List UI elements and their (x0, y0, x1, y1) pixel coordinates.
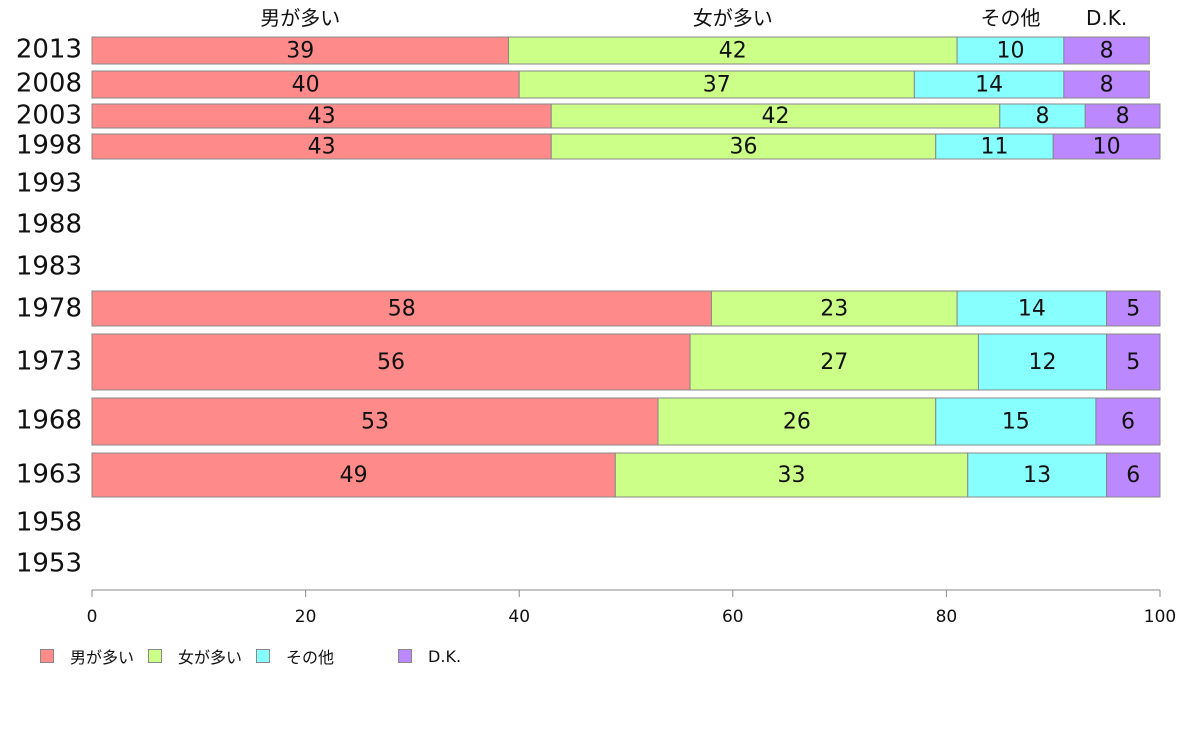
legend-label-men: 男が多い (70, 648, 135, 667)
legend-swatch-men (40, 649, 54, 663)
legend-item-other: その他 (256, 644, 384, 668)
data-label-1998-2: 11 (980, 135, 1008, 160)
data-label-1998-0: 43 (308, 135, 336, 160)
category-label-1983: 1983 (16, 252, 82, 282)
legend-label-other: その他 (286, 648, 335, 667)
bar-1978-1 (710, 290, 958, 327)
bar-1973-2 (977, 333, 1108, 391)
category-label-1968: 1968 (16, 406, 82, 436)
data-label-1998-1: 36 (729, 135, 757, 160)
legend-item-dk: D.K. (398, 647, 461, 666)
data-label-2013-0: 39 (286, 39, 314, 64)
category-label-1973: 1973 (16, 347, 82, 377)
data-label-1968-2: 15 (1002, 410, 1030, 435)
bar-1973-1 (689, 333, 979, 391)
data-label-2013-2: 10 (996, 39, 1024, 64)
x-tick-label-60: 60 (722, 607, 744, 627)
bar-1978-3 (1106, 290, 1161, 327)
bar-1963-2 (967, 452, 1108, 498)
data-label-1978-3: 5 (1126, 297, 1140, 322)
legend-swatch-other (256, 649, 271, 663)
data-label-2013-3: 8 (1100, 39, 1114, 64)
bar-2008-3 (1063, 70, 1150, 99)
category-label-1978: 1978 (16, 294, 82, 324)
category-label-1953: 1953 (16, 549, 82, 579)
data-label-1968-0: 53 (361, 410, 389, 435)
category-label-1993: 1993 (16, 169, 82, 199)
data-label-1963-1: 33 (778, 463, 806, 488)
data-label-1973-0: 56 (377, 350, 405, 375)
bar-1968-2 (935, 397, 1097, 446)
data-label-2003-0: 43 (308, 104, 336, 129)
category-label-1998: 1998 (16, 131, 82, 161)
category-label-1988: 1988 (16, 210, 82, 240)
category-label-2003: 2003 (16, 101, 82, 131)
legend-swatch-dk (398, 649, 413, 663)
bar-1963-0 (91, 452, 616, 498)
bar-1998-1 (550, 133, 937, 160)
bar-2013-1 (508, 36, 958, 65)
data-label-2008-3: 8 (1100, 73, 1114, 98)
legend-item-women: 女が多い (148, 644, 242, 668)
data-label-1963-2: 13 (1023, 463, 1051, 488)
bar-1978-0 (91, 290, 712, 327)
bar-2013-2 (956, 36, 1065, 65)
legend-label-women: 女が多い (178, 648, 243, 667)
data-label-2013-1: 42 (719, 39, 747, 64)
data-label-1978-2: 14 (1018, 297, 1046, 322)
data-label-2003-3: 8 (1116, 104, 1130, 129)
data-label-2008-0: 40 (292, 73, 320, 98)
data-label-2003-1: 42 (762, 104, 790, 129)
header-label-2: その他 (980, 6, 1040, 30)
data-label-1978-1: 23 (820, 297, 848, 322)
bar-1973-0 (91, 333, 691, 391)
legend-swatch-women (148, 649, 163, 663)
bar-1968-3 (1095, 397, 1161, 446)
category-label-1958: 1958 (16, 508, 82, 538)
bar-2003-0 (91, 103, 552, 129)
bar-1968-0 (91, 397, 659, 446)
bar-1973-3 (1106, 333, 1161, 391)
header-label-3: D.K. (1086, 6, 1127, 30)
x-tick-label-0: 0 (87, 607, 98, 627)
category-label-1963: 1963 (16, 460, 82, 490)
bar-2008-2 (913, 70, 1065, 99)
data-label-2008-2: 14 (975, 73, 1003, 98)
bar-2013-3 (1063, 36, 1150, 65)
data-label-1968-1: 26 (783, 410, 811, 435)
data-label-2003-2: 8 (1036, 104, 1050, 129)
data-label-1968-3: 6 (1121, 410, 1135, 435)
data-label-1963-3: 6 (1126, 463, 1140, 488)
data-label-1998-3: 10 (1093, 135, 1121, 160)
data-label-1973-3: 5 (1126, 350, 1140, 375)
x-tick-label-20: 20 (295, 607, 317, 627)
legend: 男が多い 女が多い その他 D.K. (40, 644, 475, 668)
bar-1963-3 (1106, 452, 1161, 498)
bar-2008-0 (91, 70, 520, 99)
x-tick-label-80: 80 (936, 607, 958, 627)
x-tick-label-40: 40 (508, 607, 530, 627)
data-label-2008-1: 37 (703, 73, 731, 98)
header-label-0: 男が多い (260, 6, 340, 30)
legend-label-dk: D.K. (428, 646, 462, 666)
data-label-1973-2: 12 (1029, 350, 1057, 375)
bar-1998-0 (91, 133, 552, 160)
category-label-2008: 2008 (16, 69, 82, 99)
bar-2008-1 (518, 70, 915, 99)
bar-1978-2 (956, 290, 1108, 327)
bar-2003-1 (550, 103, 1001, 129)
data-label-1963-0: 49 (340, 463, 368, 488)
data-label-1978-0: 58 (388, 297, 416, 322)
data-label-1973-1: 27 (820, 350, 848, 375)
header-label-1: 女が多い (693, 6, 773, 30)
bar-2003-3 (1084, 103, 1161, 129)
category-label-2013: 2013 (16, 35, 82, 65)
x-tick-label-100: 100 (1144, 607, 1176, 627)
bar-2013-0 (91, 36, 510, 65)
bar-1998-3 (1052, 133, 1161, 160)
legend-item-men: 男が多い (40, 644, 134, 668)
